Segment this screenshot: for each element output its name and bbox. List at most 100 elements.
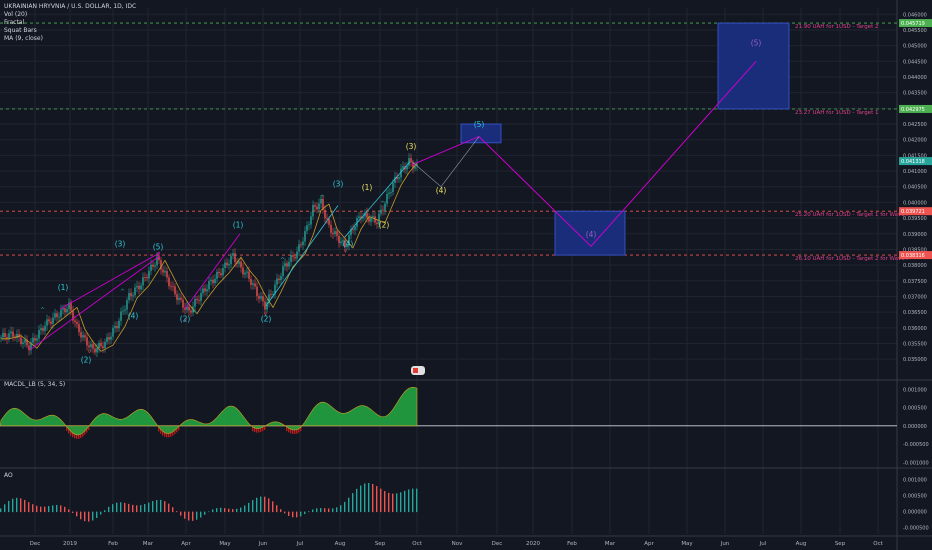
candle-body bbox=[240, 261, 242, 268]
macd-neg-bar bbox=[288, 425, 290, 433]
candle-body bbox=[46, 319, 48, 326]
candle-body bbox=[332, 232, 334, 235]
ao-bar bbox=[368, 483, 370, 513]
ao-bar bbox=[44, 506, 46, 513]
fractal-up-marker: ^ bbox=[320, 194, 325, 201]
candle-body bbox=[280, 276, 282, 281]
ao-tick-label: 0.001000 bbox=[903, 478, 927, 484]
macd-neg-bar bbox=[262, 425, 264, 432]
candle-body bbox=[410, 158, 412, 163]
candle-body bbox=[412, 162, 414, 169]
channel-line bbox=[59, 252, 161, 310]
ao-bar bbox=[168, 503, 170, 513]
macd-pane-title[interactable]: MACDL_LB (5, 34, 5) bbox=[4, 381, 66, 388]
candle-body bbox=[138, 285, 140, 290]
candle-body bbox=[140, 285, 142, 290]
candle-body bbox=[154, 265, 156, 267]
candle-body bbox=[386, 194, 388, 204]
candle-body bbox=[202, 288, 204, 294]
ao-bar bbox=[4, 504, 6, 513]
candle-body bbox=[136, 285, 138, 288]
ao-tick-label: 0.000500 bbox=[903, 494, 927, 500]
candle-body bbox=[146, 277, 148, 279]
channel-line bbox=[184, 233, 241, 310]
price-tick-label: 0.045000 bbox=[903, 44, 927, 50]
time-tick-label: Apr bbox=[181, 541, 191, 547]
ao-bar bbox=[132, 504, 134, 513]
indicator-ma[interactable]: MA (9, close) bbox=[4, 35, 43, 42]
candle-body bbox=[380, 209, 382, 214]
candle-body bbox=[82, 335, 84, 338]
indicator-squat-bars[interactable]: Squat Bars bbox=[4, 27, 37, 34]
ao-pane-title[interactable]: AO bbox=[4, 472, 13, 479]
candle-body bbox=[144, 277, 146, 278]
macd-neg-bar bbox=[256, 425, 258, 433]
indicator-fractal[interactable]: Fractal bbox=[4, 19, 25, 26]
candle-body bbox=[64, 308, 66, 313]
fractal-down-marker: v bbox=[184, 318, 187, 324]
ao-bar bbox=[36, 505, 38, 513]
candle-body bbox=[270, 294, 272, 296]
time-tick-label: May bbox=[219, 541, 231, 547]
ao-bar bbox=[120, 502, 122, 513]
candle-body bbox=[160, 260, 162, 270]
time-tick-label: Jun bbox=[258, 541, 268, 547]
candle-body bbox=[34, 337, 36, 341]
candle-body bbox=[416, 164, 418, 167]
candle-body bbox=[216, 271, 218, 279]
ao-bar bbox=[320, 508, 322, 513]
candle-body bbox=[54, 313, 56, 318]
candle-body bbox=[364, 212, 366, 217]
candle-body bbox=[348, 235, 350, 246]
ao-bar bbox=[376, 486, 378, 513]
candle-body bbox=[178, 297, 180, 300]
moving-average-line bbox=[1, 162, 418, 352]
channel-line bbox=[344, 161, 411, 238]
projection-wave-label: (4) bbox=[586, 230, 597, 239]
candle-body bbox=[226, 262, 228, 266]
candle-body bbox=[40, 328, 42, 331]
target-level-text: 23.27 UAH for 1USD - Target 1 bbox=[795, 110, 878, 116]
candle-body bbox=[314, 205, 316, 207]
price-level-badge bbox=[899, 19, 932, 28]
time-tick-label: Jul bbox=[759, 541, 767, 547]
time-tick-label: Mar bbox=[605, 541, 616, 547]
ao-bar bbox=[316, 508, 318, 513]
candle-body bbox=[126, 300, 128, 310]
candle-body bbox=[80, 332, 82, 338]
ao-bar bbox=[412, 488, 414, 513]
ao-bar bbox=[396, 493, 398, 513]
candle-body bbox=[294, 256, 296, 259]
indicator-vol[interactable]: Vol (20) bbox=[4, 11, 28, 18]
ao-bar bbox=[192, 511, 194, 521]
price-tick-label: 0.035000 bbox=[903, 357, 927, 363]
candle-body bbox=[264, 301, 266, 310]
ao-bar bbox=[336, 507, 338, 513]
candle-body bbox=[358, 216, 360, 219]
candle-body bbox=[282, 266, 284, 277]
current-price-badge bbox=[899, 157, 932, 166]
candle-body bbox=[266, 302, 268, 310]
candle-body bbox=[350, 229, 352, 236]
ao-bar bbox=[312, 509, 314, 513]
price-level-badge bbox=[899, 104, 932, 113]
fractal-up-marker: ^ bbox=[192, 310, 197, 317]
candle-body bbox=[286, 263, 288, 267]
candle-body bbox=[8, 333, 10, 340]
candle-body bbox=[320, 198, 322, 204]
fractal-up-marker: ^ bbox=[380, 201, 385, 208]
symbol-title[interactable]: UKRAINIAN HRYVNIA / U.S. DOLLAR, 1D, IDC bbox=[4, 3, 137, 10]
ao-bar bbox=[68, 509, 70, 513]
ao-bar bbox=[24, 499, 26, 513]
ao-bar bbox=[380, 488, 382, 513]
price-tick-label: 0.041500 bbox=[903, 153, 927, 159]
candle-body bbox=[248, 271, 250, 279]
candle-body bbox=[406, 165, 408, 170]
candle-body bbox=[6, 337, 8, 340]
ao-bar bbox=[96, 511, 98, 518]
macd-neg-bar bbox=[68, 425, 70, 434]
ao-bar bbox=[140, 505, 142, 513]
ao-bar bbox=[88, 511, 90, 522]
ao-bar bbox=[56, 505, 58, 513]
